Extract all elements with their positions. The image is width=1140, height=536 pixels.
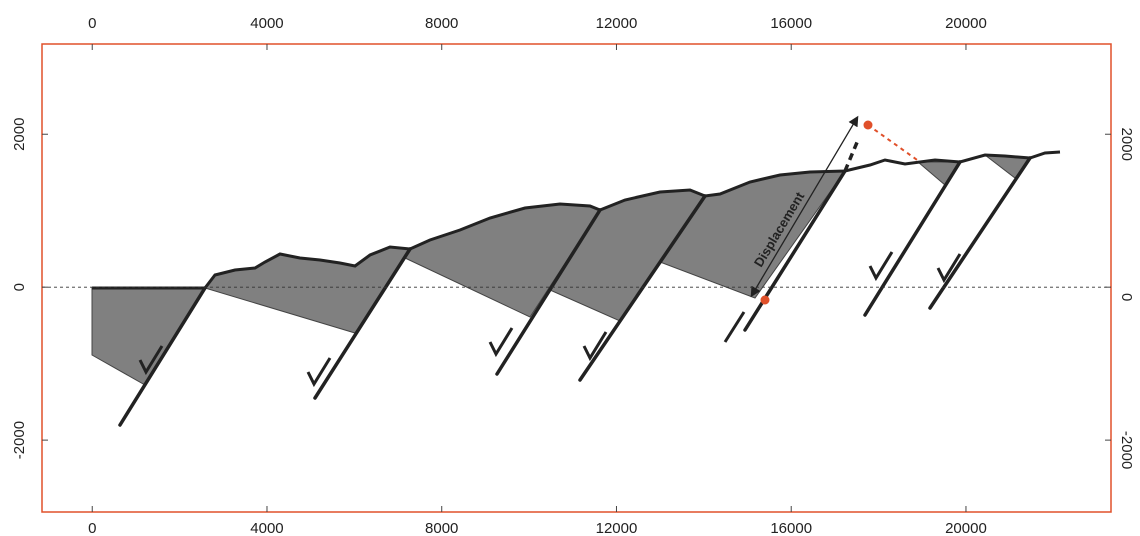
x-tick-label: 16000 <box>770 520 812 536</box>
x-tick-label: 8000 <box>425 15 458 32</box>
x-tick-label: 12000 <box>596 15 638 32</box>
x-tick-label: 4000 <box>250 520 283 536</box>
marker-point <box>864 121 873 130</box>
fault <box>865 162 960 315</box>
restoration-line <box>868 125 920 162</box>
x-tick-label: 8000 <box>425 520 458 536</box>
fault-projection <box>845 140 858 171</box>
y-tick-label: 0 <box>11 283 28 291</box>
y-tick-label: 0 <box>1118 293 1135 301</box>
y-tick-label: 2000 <box>11 118 28 151</box>
x-tick-label: 16000 <box>770 15 812 32</box>
section: Displacement <box>92 118 1060 425</box>
y-tick-label: -2000 <box>11 421 28 459</box>
x-tick-label: 12000 <box>596 520 638 536</box>
barb <box>725 312 744 342</box>
x-tick-label: 4000 <box>250 15 283 32</box>
barb <box>490 328 512 354</box>
x-tick-label: 0 <box>88 520 96 536</box>
x-tick-label: 20000 <box>945 15 987 32</box>
y-tick-label: -2000 <box>1118 431 1135 469</box>
x-tick-label: 20000 <box>945 520 987 536</box>
chart: Displacement 0 0 4000 4000 8000 8000 12000 1200… <box>0 0 1140 536</box>
x-tick-label: 0 <box>88 15 96 32</box>
marker-point <box>761 296 770 305</box>
y-tick-label: 2000 <box>1118 128 1135 161</box>
